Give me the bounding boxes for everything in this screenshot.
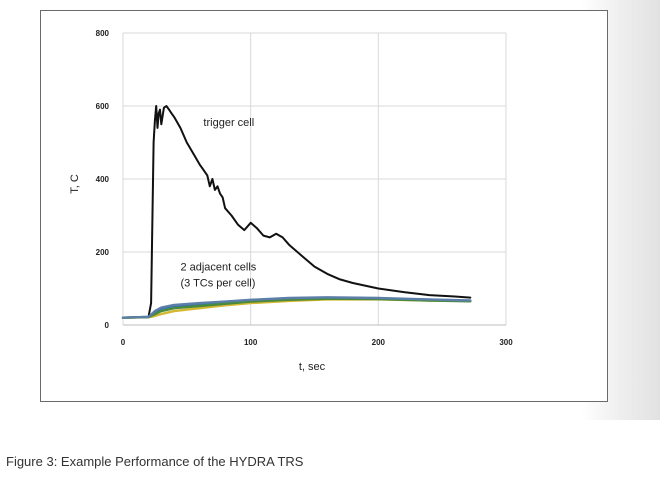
figure-caption: Figure 3: Example Performance of the HYD… [6,454,304,469]
x-tick-label-1: 100 [244,338,258,347]
x-tick-label-3: 300 [499,338,513,347]
y-tick-label-1: 200 [96,248,110,257]
series-line-adjacent-tc-4 [121,296,472,319]
series-lines [121,105,472,319]
tick-labels: 0 200 400 600 800 0 100 200 300 [96,29,514,347]
annotation-tcs-per-cell: (3 TCs per cell) [180,278,255,290]
grid [122,32,507,326]
annotation-adjacent-cells: 2 adjacent cells [180,261,256,273]
y-tick-label-0: 0 [105,321,110,330]
chart-frame [40,10,608,402]
x-axis-title: t, sec [299,361,326,373]
y-axis-title: T, C [69,174,81,194]
x-tick-label-2: 200 [372,338,386,347]
y-tick-label-2: 400 [96,175,110,184]
annotation-trigger-cell: trigger cell [203,117,254,129]
y-tick-label-3: 600 [96,102,110,111]
x-tick-label-0: 0 [121,338,126,347]
series-line-trigger-cell [122,105,472,319]
y-tick-label-4: 800 [96,29,110,38]
